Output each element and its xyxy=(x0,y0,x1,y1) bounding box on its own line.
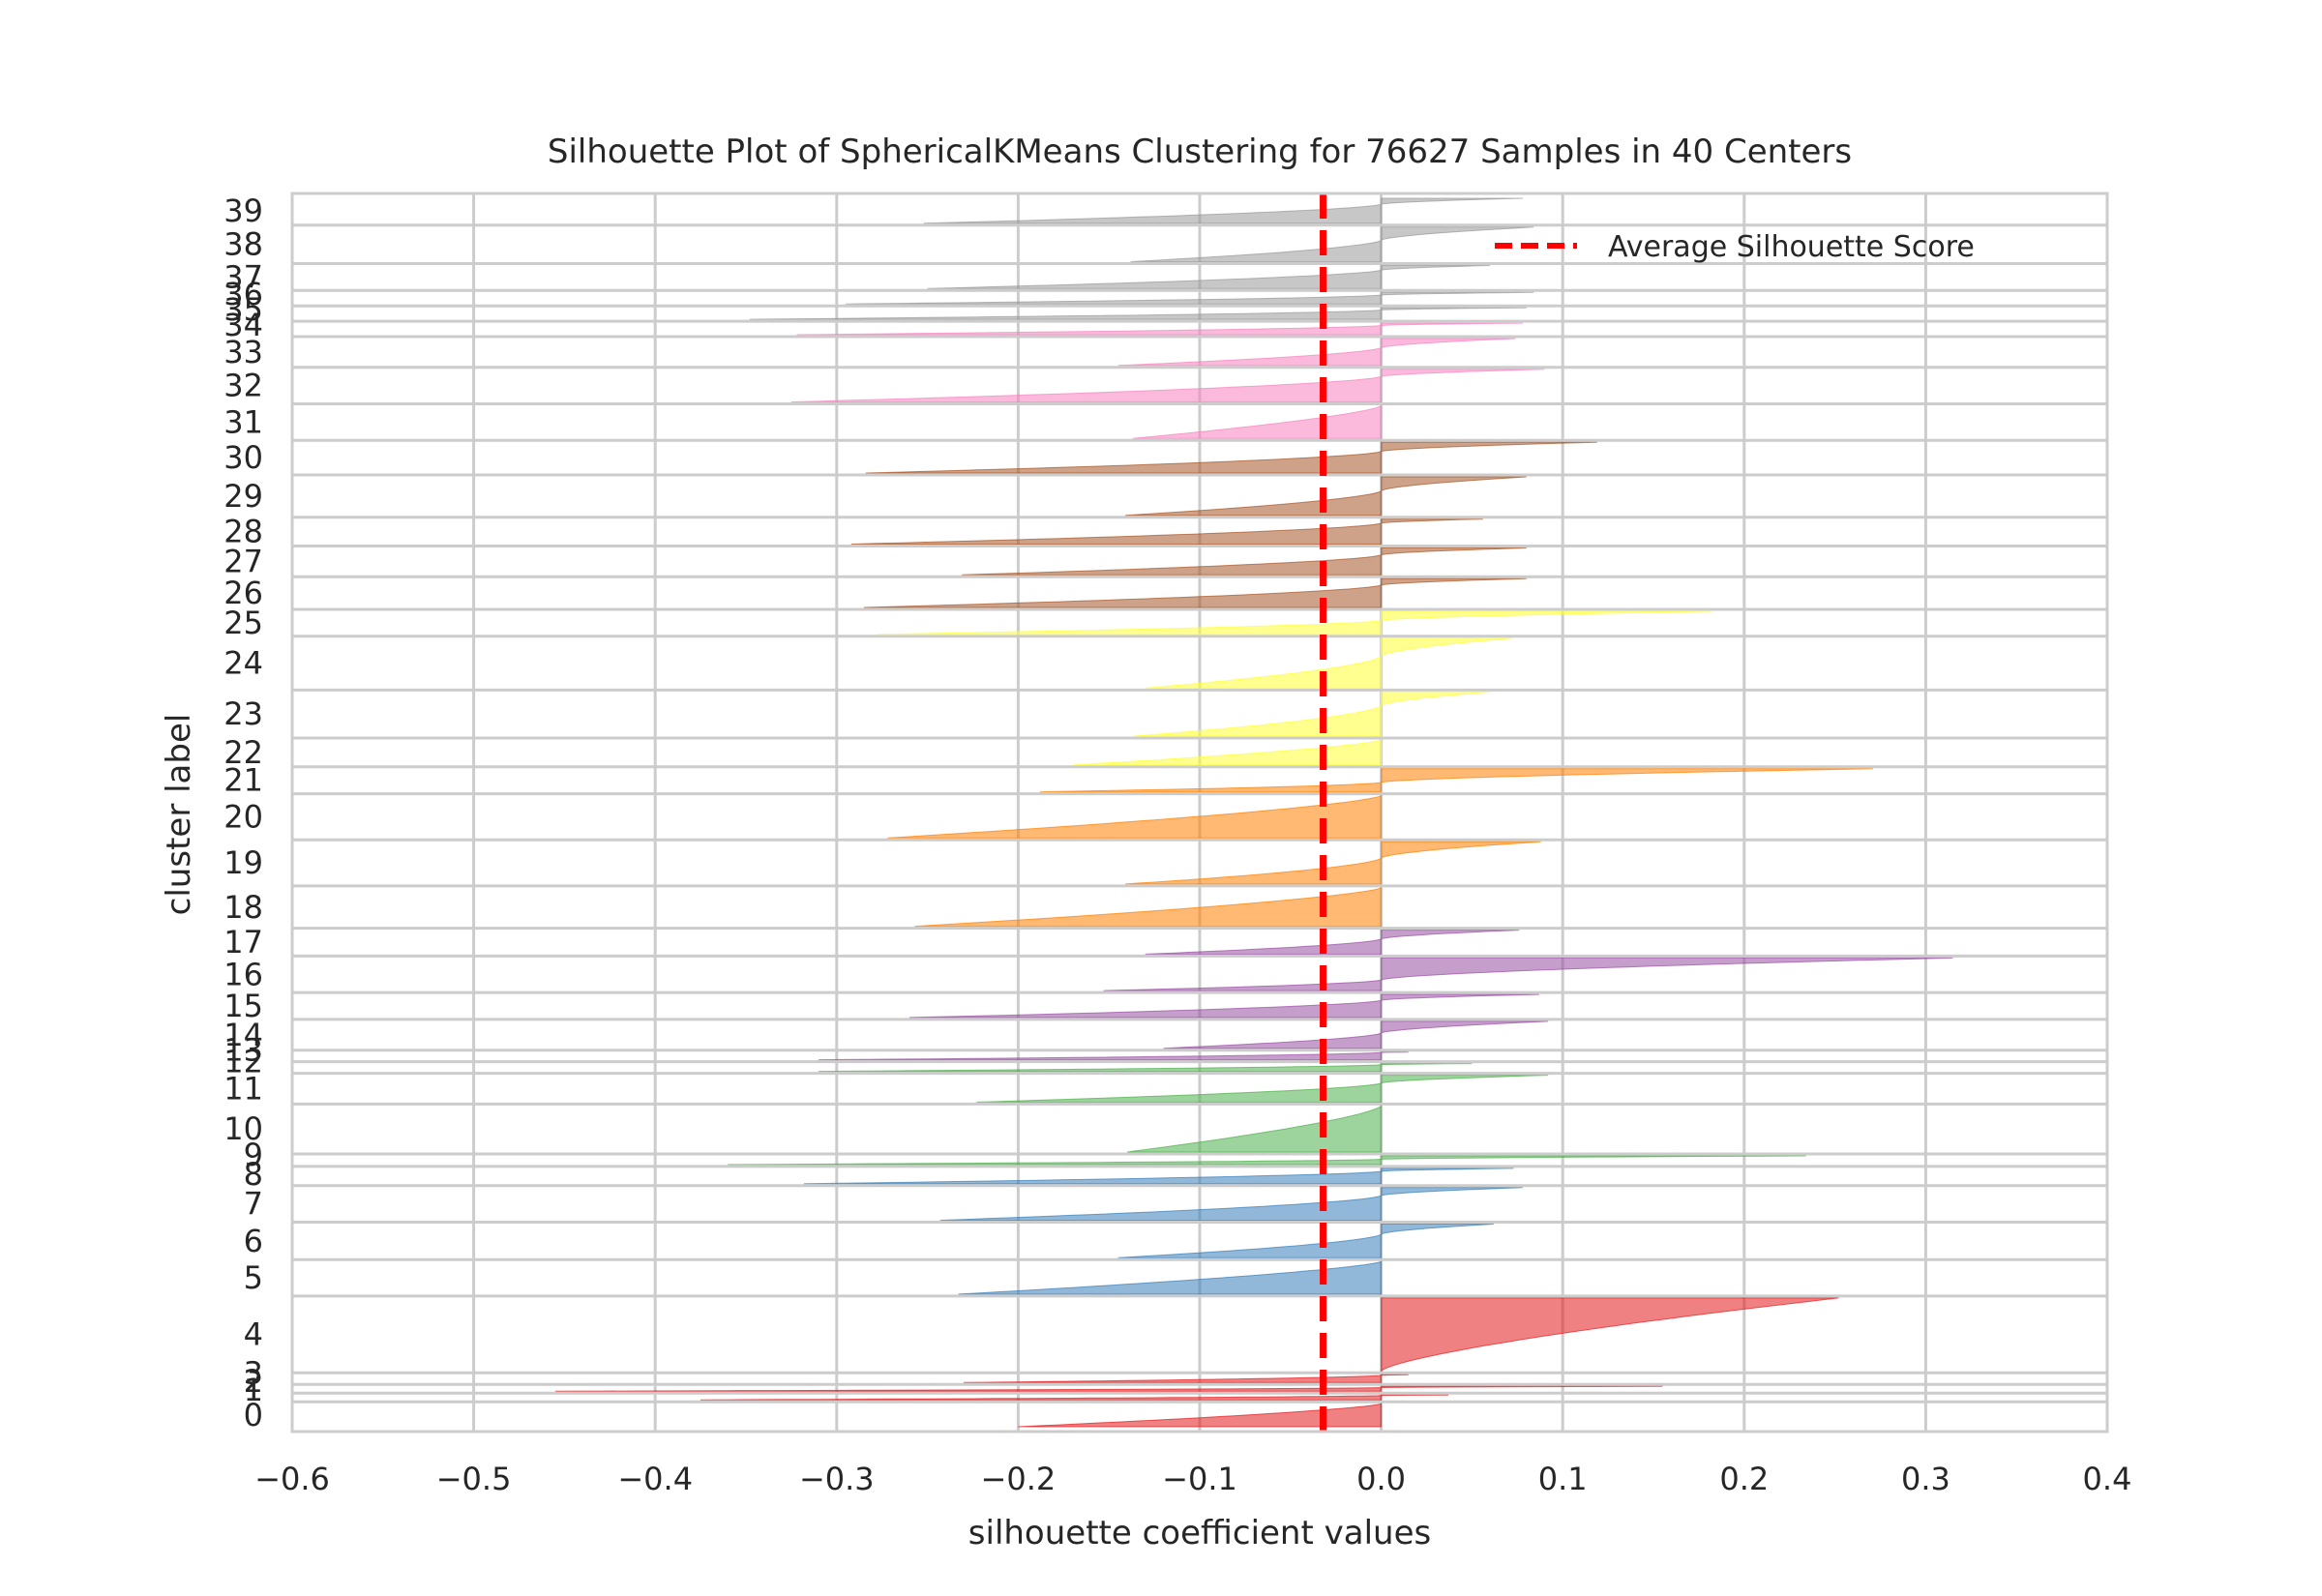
silhouette-cluster-30 xyxy=(865,441,1597,474)
silhouette-cluster-0 xyxy=(1018,1403,1383,1428)
silhouette-cluster-22 xyxy=(1072,739,1383,766)
y-tick-label-38: 38 xyxy=(223,226,263,263)
y-tick-label-20: 20 xyxy=(223,798,263,835)
y-tick-label-12: 12 xyxy=(223,1044,263,1080)
silhouette-cluster-1 xyxy=(700,1394,1449,1401)
y-tick-label-9: 9 xyxy=(244,1137,263,1173)
x-tick-label: −0.2 xyxy=(981,1461,1057,1497)
silhouette-cluster-14 xyxy=(1163,1020,1549,1049)
x-tick-label: 0.0 xyxy=(1356,1461,1406,1497)
y-tick-label-17: 17 xyxy=(223,924,263,961)
y-tick-label-11: 11 xyxy=(223,1071,263,1108)
y-axis-label: cluster label xyxy=(160,714,198,916)
x-tick-label: −0.6 xyxy=(254,1461,330,1497)
chart-title: Silhouette Plot of SphericalKMeans Clust… xyxy=(548,133,1852,171)
silhouette-cluster-36 xyxy=(846,291,1534,305)
y-tick-label-22: 22 xyxy=(223,734,263,771)
y-tick-label-8: 8 xyxy=(244,1156,263,1193)
silhouette-cluster-32 xyxy=(790,369,1545,402)
silhouette-cluster-37 xyxy=(927,265,1491,289)
y-tick-label-1: 1 xyxy=(244,1372,263,1408)
y-tick-label-18: 18 xyxy=(223,889,263,926)
silhouette-cluster-6 xyxy=(1117,1224,1494,1258)
legend-label-average: Average Silhouette Score xyxy=(1608,230,1975,264)
y-tick-label-36: 36 xyxy=(223,276,263,312)
x-axis-label: silhouette coefficient values xyxy=(968,1514,1431,1552)
y-tick-label-3: 3 xyxy=(244,1354,263,1391)
silhouette-cluster-11 xyxy=(976,1075,1549,1103)
x-tick-label: 0.3 xyxy=(1901,1461,1950,1497)
y-tick-label-39: 39 xyxy=(223,192,263,229)
silhouette-cluster-35 xyxy=(749,307,1527,320)
y-tick-label-15: 15 xyxy=(223,988,263,1024)
silhouette-cluster-34 xyxy=(796,322,1523,336)
y-tick-label-32: 32 xyxy=(223,368,263,404)
y-tick-label-23: 23 xyxy=(223,695,263,732)
y-tick-label-4: 4 xyxy=(244,1316,263,1353)
silhouette-cluster-25 xyxy=(877,610,1712,635)
silhouette-cluster-31 xyxy=(1132,404,1383,439)
y-tick-label-6: 6 xyxy=(244,1223,263,1259)
y-tick-label-30: 30 xyxy=(223,439,263,476)
y-tick-labels: 0123456789101112131415161718192021222324… xyxy=(223,192,263,1433)
silhouette-cluster-2 xyxy=(554,1385,1663,1392)
y-tick-label-37: 37 xyxy=(223,258,263,295)
y-tick-label-19: 19 xyxy=(223,844,263,881)
silhouette-cluster-8 xyxy=(803,1167,1514,1185)
y-tick-label-34: 34 xyxy=(223,307,263,343)
y-tick-label-31: 31 xyxy=(223,403,263,440)
legend: Average Silhouette Score xyxy=(1495,230,1975,264)
silhouette-cluster-13 xyxy=(818,1051,1409,1061)
silhouette-cluster-27 xyxy=(962,547,1527,576)
y-tick-label-29: 29 xyxy=(223,478,263,515)
silhouette-cluster-10 xyxy=(1126,1105,1383,1153)
y-tick-label-25: 25 xyxy=(223,605,263,641)
silhouette-cluster-9 xyxy=(728,1155,1806,1166)
y-tick-label-21: 21 xyxy=(223,762,263,799)
y-tick-label-5: 5 xyxy=(244,1259,263,1296)
y-tick-label-13: 13 xyxy=(223,1032,263,1069)
silhouette-cluster-19 xyxy=(1125,841,1541,885)
x-tick-labels: −0.6 −0.5 −0.4 −0.3 −0.2 −0.1 0.0 0.1 0.2 0.3 0.4 xyxy=(254,1461,2131,1497)
y-tick-label-24: 24 xyxy=(223,645,263,682)
y-tick-label-26: 26 xyxy=(223,575,263,611)
silhouette-cluster-33 xyxy=(1117,338,1516,367)
x-tick-label: 0.4 xyxy=(2083,1461,2132,1497)
silhouette-cluster-5 xyxy=(958,1260,1383,1295)
silhouette-cluster-20 xyxy=(887,794,1383,839)
x-tick-label: −0.3 xyxy=(799,1461,875,1497)
x-tick-label: −0.1 xyxy=(1162,1461,1237,1497)
plot-frame xyxy=(290,192,2109,1433)
x-tick-label: 0.1 xyxy=(1538,1461,1588,1497)
y-tick-label-0: 0 xyxy=(244,1397,263,1433)
silhouette-cluster-23 xyxy=(1134,691,1491,737)
silhouette-cluster-17 xyxy=(1145,930,1520,955)
silhouette-cluster-39 xyxy=(923,197,1523,224)
x-tick-label: 0.2 xyxy=(1719,1461,1769,1497)
silhouette-cluster-18 xyxy=(914,887,1383,928)
y-tick-label-35: 35 xyxy=(223,291,263,328)
y-tick-label-16: 16 xyxy=(223,956,263,992)
silhouette-cluster-16 xyxy=(1103,957,1953,991)
x-tick-label: −0.5 xyxy=(436,1461,512,1497)
x-tick-label: −0.4 xyxy=(617,1461,693,1497)
y-tick-label-28: 28 xyxy=(223,514,263,550)
silhouette-cluster-3 xyxy=(964,1374,1409,1383)
y-tick-label-10: 10 xyxy=(223,1110,263,1147)
silhouette-cluster-12 xyxy=(818,1063,1473,1073)
y-tick-label-27: 27 xyxy=(223,543,263,579)
silhouette-cluster-7 xyxy=(939,1187,1523,1221)
silhouette-cluster-24 xyxy=(1145,637,1512,689)
silhouette-cluster-38 xyxy=(1130,226,1534,262)
silhouette-cluster-21 xyxy=(1039,768,1874,793)
silhouette-cluster-26 xyxy=(863,577,1527,608)
silhouette-cluster-4 xyxy=(1381,1297,1839,1373)
y-tick-label-14: 14 xyxy=(223,1017,263,1053)
y-tick-label-2: 2 xyxy=(244,1363,263,1400)
y-tick-label-7: 7 xyxy=(244,1186,263,1223)
silhouette-cluster-15 xyxy=(908,993,1539,1019)
y-tick-label-33: 33 xyxy=(223,334,263,370)
